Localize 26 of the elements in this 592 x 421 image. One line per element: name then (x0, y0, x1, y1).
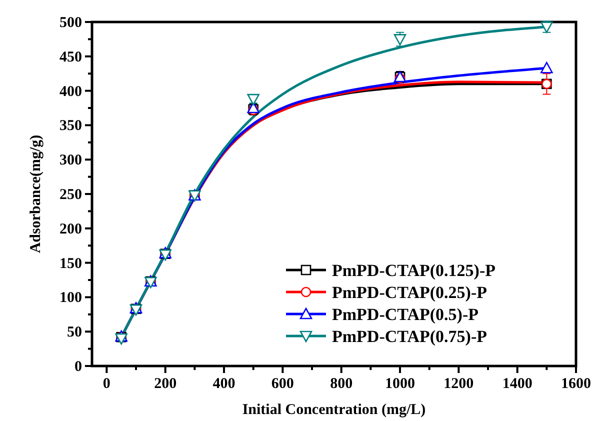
y-tick-label: 500 (60, 15, 82, 31)
x-tick-label: 400 (212, 376, 236, 392)
legend-label: PmPD-CTAP(0.125)-P (332, 261, 496, 280)
y-axis-title: Adsorbance(mg/g) (28, 134, 44, 254)
y-tick-label: 100 (60, 290, 82, 306)
y-tick-label: 300 (60, 152, 82, 169)
y-tick-label: 250 (60, 187, 82, 203)
x-tick-label: 600 (271, 376, 294, 392)
x-tick-label: 200 (154, 376, 177, 392)
x-tick-label: 800 (330, 376, 353, 392)
x-axis-title: Initial Concentration (mg/L) (242, 402, 426, 418)
legend-label: PmPD-CTAP(0.25)-P (332, 283, 488, 302)
x-tick-label: 0 (102, 376, 110, 392)
x-tick-label: 1400 (502, 376, 532, 392)
y-tick-label: 450 (60, 49, 82, 66)
legend-label: PmPD-CTAP(0.5)-P (332, 305, 479, 324)
legend-label: PmPD-CTAP(0.75)-P (332, 327, 488, 346)
y-tick-label: 400 (60, 84, 82, 100)
y-tick-label: 50 (67, 324, 82, 341)
x-tick-label: 1200 (444, 376, 474, 392)
y-tick-label: 200 (60, 221, 82, 238)
y-tick-label: 350 (60, 118, 82, 134)
x-tick-label: 1000 (385, 376, 415, 392)
x-tick-label: 1600 (561, 376, 591, 392)
y-tick-label: 0 (74, 359, 82, 375)
y-tick-label: 150 (60, 256, 82, 272)
